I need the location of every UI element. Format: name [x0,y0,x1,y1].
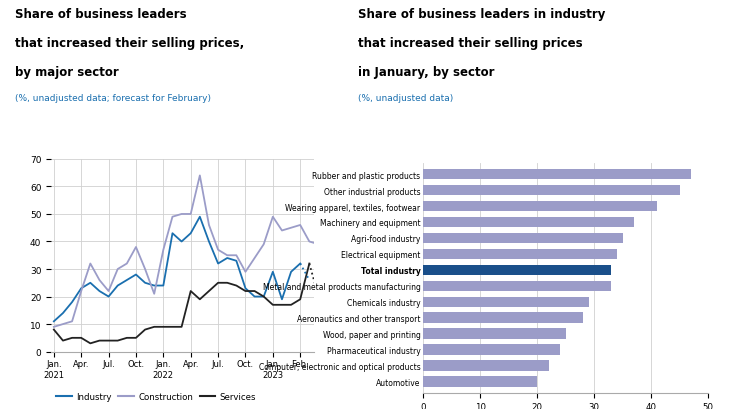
Bar [423,328,566,339]
Bar [423,313,583,323]
Bar [423,185,680,196]
Text: Share of business leaders in industry: Share of business leaders in industry [358,8,605,21]
Bar [423,170,691,180]
Text: by major sector: by major sector [15,65,118,79]
Bar [423,233,623,243]
Bar [423,281,611,291]
Text: (%, unadjusted data; forecast for February): (%, unadjusted data; forecast for Februa… [15,94,210,103]
Bar [423,297,588,307]
Bar [423,217,634,228]
Bar [423,201,657,212]
Bar [423,360,549,371]
Bar [423,265,611,275]
Bar [423,344,560,355]
Text: (%, unadjusted data): (%, unadjusted data) [358,94,453,103]
Legend: Industry, Construction, Services: Industry, Construction, Services [53,389,260,405]
Text: that increased their selling prices: that increased their selling prices [358,37,583,50]
Text: in January, by sector: in January, by sector [358,65,494,79]
Bar [423,249,617,259]
Bar [423,376,537,387]
Text: Share of business leaders: Share of business leaders [15,8,186,21]
Text: that increased their selling prices,: that increased their selling prices, [15,37,244,50]
